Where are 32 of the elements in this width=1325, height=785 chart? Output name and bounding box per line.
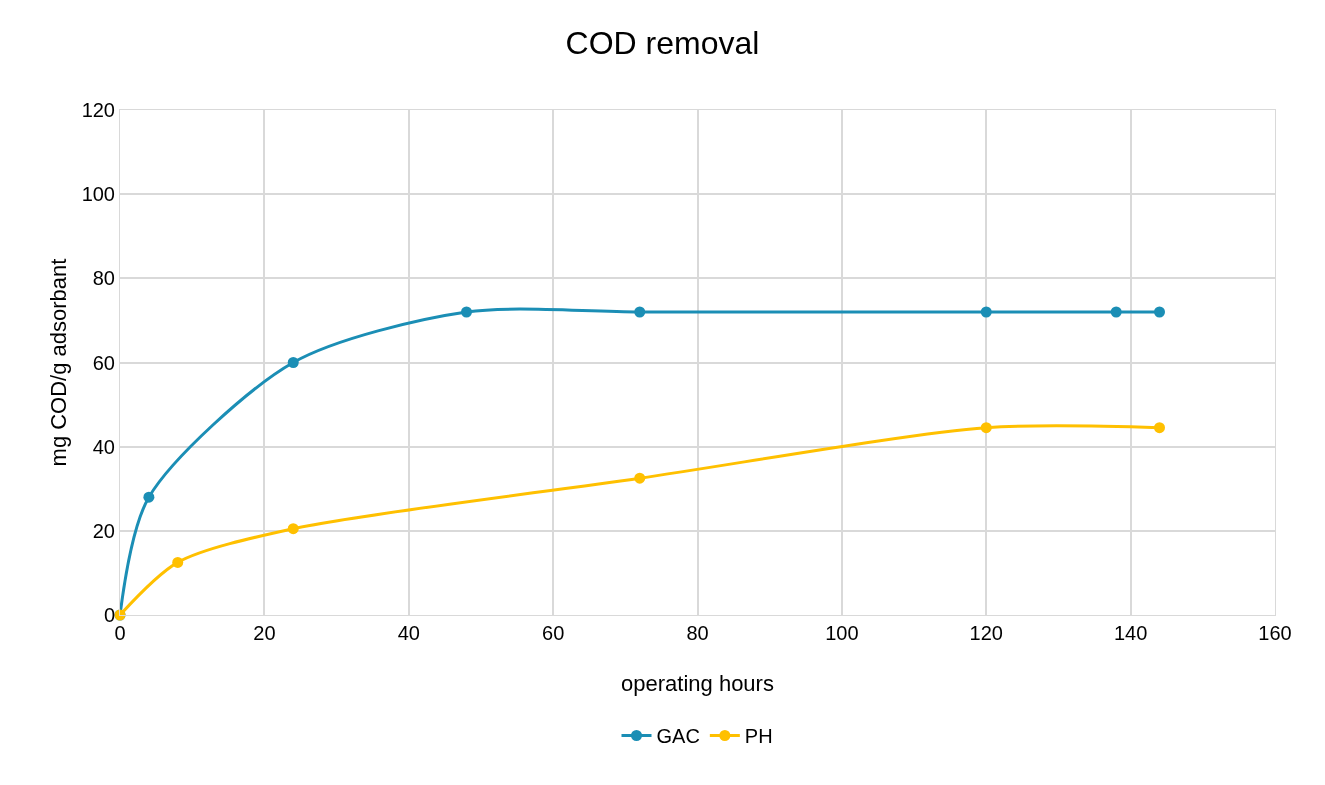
point [634,306,646,318]
x-tick-label: 160 [1258,622,1292,644]
point [634,472,646,484]
point [1110,306,1122,318]
point [1154,306,1165,318]
legend-label: GAC [656,725,700,748]
point [980,306,992,318]
point [172,556,184,568]
y-tick-label: 100 [81,183,115,206]
y-tick-label: 40 [92,435,115,458]
x-tick-label: 140 [1113,622,1148,644]
x-axis-title: operating hours [621,671,774,696]
point [287,357,299,368]
y-tick-label: 0 [103,604,115,626]
x-tick-label: 120 [969,622,1003,644]
x-tick-label: 40 [397,622,420,644]
point [461,306,472,318]
x-tick-label: 100 [825,622,859,644]
x-tick-label: 80 [686,622,709,644]
point [143,491,155,503]
chart-title: COD removal [565,24,760,61]
point [980,422,992,434]
x-tick-label: 60 [542,622,565,644]
point [287,523,299,535]
y-axis-title: mg COD/g adsorbant [46,258,71,467]
legend-label: PH [744,725,773,748]
y-tick-label: 20 [92,519,115,542]
y-tick-label: 80 [92,267,115,290]
y-tick-label: 60 [92,351,115,374]
x-tick-label: 20 [253,622,276,644]
point [1154,422,1165,434]
y-tick-label: 120 [81,99,115,121]
